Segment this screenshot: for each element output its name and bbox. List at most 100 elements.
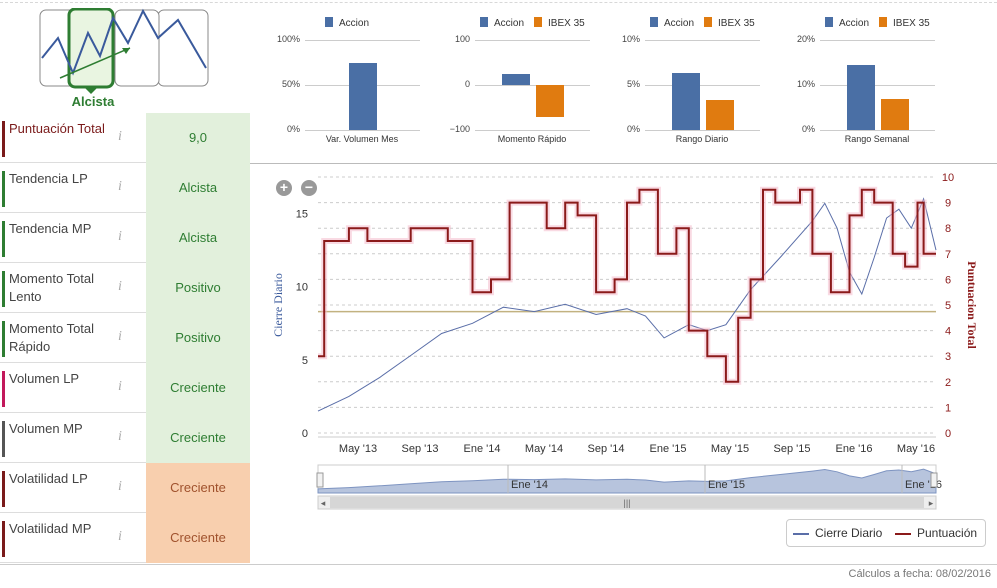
right-tick: 0 (945, 428, 951, 440)
right-tick: 5 (945, 300, 951, 312)
x-tick: May '14 (525, 443, 563, 455)
indicator-value: Creciente (146, 413, 250, 463)
indicator-name: Tendencia LP (9, 171, 88, 186)
top-divider (0, 2, 997, 3)
y-tick: 100% (276, 34, 300, 44)
indicator-name: Volatilidad MP (9, 521, 92, 536)
gridline (820, 40, 935, 41)
indicator-marker (2, 471, 5, 507)
y-tick: 100 (454, 34, 470, 44)
series-score-line (318, 188, 936, 383)
info-icon[interactable]: i (118, 429, 122, 444)
bar (846, 64, 875, 130)
mini-legend: Accion IBEX 35 (480, 17, 585, 29)
mini-legend: Accion (325, 17, 369, 29)
right-tick: 2 (945, 377, 951, 389)
indicator-row: Puntuación Total i 9,0 (0, 113, 250, 163)
indicator-name: Volumen LP (9, 371, 80, 386)
gridline (645, 130, 760, 131)
right-tick: 8 (945, 223, 951, 235)
left-tick: 0 (302, 428, 308, 440)
main-chart: 0 1 2 3 4 5 6 7 8 9 10 0 5 10 15 May '13 Sep '13 Ene '14 M… (271, 172, 979, 510)
calc-date: Cálculos a fecha: 08/02/2016 (848, 568, 992, 580)
section-divider (250, 163, 997, 164)
chart-title: Momento Rápido (497, 134, 567, 144)
indicator-value: Creciente (146, 363, 250, 413)
indicator-row: Volatilidad LP i Creciente (0, 463, 250, 513)
chart-title: Rango Semanal (844, 134, 910, 144)
info-icon[interactable]: i (118, 129, 122, 144)
bar (501, 73, 530, 85)
chart-title: Var. Volumen Mes (325, 134, 399, 144)
y-tick: 10% (796, 79, 815, 89)
info-icon[interactable]: i (118, 229, 122, 244)
bottom-divider (0, 564, 997, 565)
legend-label: IBEX 35 (893, 18, 930, 29)
info-icon[interactable]: i (118, 279, 122, 294)
legend-item-score[interactable]: Puntuación (917, 526, 978, 540)
y-tick: 5% (626, 79, 640, 89)
info-icon[interactable]: i (118, 329, 122, 344)
navigator-handle-left[interactable] (316, 472, 324, 488)
indicator-marker (2, 371, 5, 407)
right-tick: 4 (945, 326, 951, 338)
indicator-row: Tendencia LP i Alcista (0, 163, 250, 213)
legend-label: Accion (839, 18, 870, 29)
indicator-value: Alcista (146, 163, 250, 213)
indicator-marker (2, 271, 5, 307)
y-tick: 0 (464, 79, 470, 89)
right-axis-title: Puntuacion Total (965, 261, 979, 349)
info-icon[interactable]: i (118, 529, 122, 544)
x-tick: May '16 (897, 443, 935, 455)
gridline (305, 40, 420, 41)
y-tick: 0% (626, 124, 640, 134)
gridline (305, 130, 420, 131)
mini-legend: Accion IBEX 35 (650, 17, 755, 29)
left-tick: 10 (296, 282, 308, 294)
bar (671, 73, 700, 130)
gridline (820, 85, 935, 86)
scroll-right-icon[interactable]: ▸ (929, 498, 934, 508)
right-tick: 9 (945, 198, 951, 210)
y-tick: 10% (621, 34, 640, 44)
legend-item-close[interactable]: Cierre Diario (815, 526, 883, 540)
y-tick: 0% (286, 124, 300, 134)
indicator-name: Volatilidad LP (9, 471, 88, 486)
legend-line-icon (895, 533, 911, 535)
indicator-value: Creciente (146, 463, 250, 513)
legend-swatch-icon (704, 17, 713, 27)
zoom-out-icon[interactable]: − (301, 180, 317, 196)
indicator-name: Puntuación Total (9, 121, 105, 136)
mini-bar-chart: Accion IBEX 35 20% 10% 0% Rango Semanal (765, 0, 935, 150)
navigator-handle-right[interactable] (930, 472, 938, 488)
gridline (475, 40, 590, 41)
gridline (475, 130, 590, 131)
legend-swatch-icon (650, 17, 658, 27)
x-tick: Ene '14 (464, 443, 501, 455)
legend-swatch-icon (534, 17, 543, 27)
indicator-value: Positivo (146, 313, 250, 363)
info-icon[interactable]: i (118, 479, 122, 494)
indicator-name: Momento Total Lento (9, 271, 95, 304)
chart-title: Rango Diario (675, 134, 729, 144)
mini-bar-chart: Accion IBEX 35 100 0 −100 Momento Rápido (420, 0, 590, 150)
navigator-area (317, 468, 937, 494)
zoom-in-icon[interactable]: + (276, 180, 292, 196)
info-icon[interactable]: i (118, 179, 122, 194)
gridline (645, 85, 760, 86)
scrollbar-thumb[interactable] (330, 497, 924, 508)
y-tick: 50% (281, 79, 300, 89)
indicator-value: Creciente (146, 513, 250, 563)
bar (535, 85, 564, 117)
scroll-left-icon[interactable]: ◂ (321, 498, 326, 508)
indicator-marker (2, 221, 5, 257)
indicator-row: Volumen LP i Creciente (0, 363, 250, 413)
gridline (475, 85, 590, 86)
indicator-marker (2, 421, 5, 457)
bar (348, 62, 377, 130)
legend-swatch-icon (879, 17, 888, 27)
legend-label: IBEX 35 (548, 18, 585, 29)
x-tick: May '15 (711, 443, 749, 455)
info-icon[interactable]: i (118, 379, 122, 394)
mini-bar-chart: Accion IBEX 35 10% 5% 0% Rango Diario (590, 0, 760, 150)
